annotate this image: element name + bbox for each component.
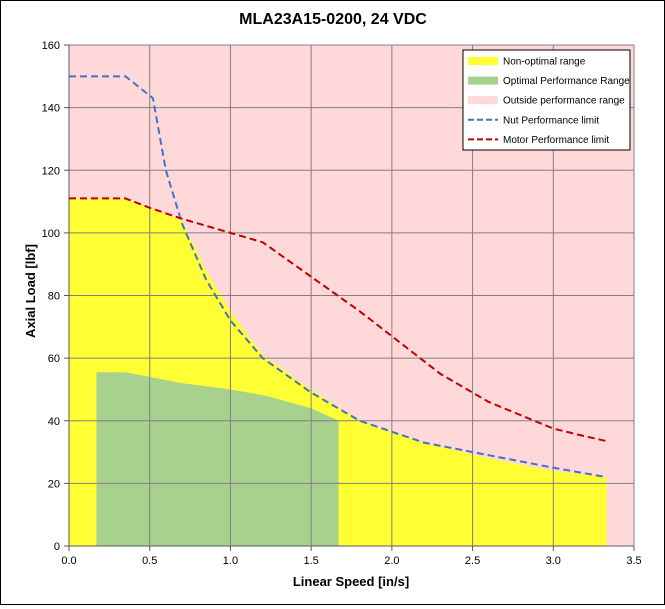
- x-tick-label: 1.5: [303, 555, 318, 567]
- y-tick-label: 120: [42, 165, 60, 177]
- x-axis-label: Linear Speed [in/s]: [293, 574, 409, 589]
- legend: Non-optimal range Optimal Performance Ran…: [462, 49, 631, 151]
- x-tick-label: 1.0: [223, 555, 238, 567]
- x-tick-label: 0.0: [61, 555, 76, 567]
- y-tick-label: 60: [48, 353, 60, 365]
- line-series-3: [69, 75, 607, 479]
- x-tick-label: 0.5: [142, 555, 157, 567]
- legend-swatch: [468, 96, 498, 105]
- x-tick-label: 3.5: [626, 555, 641, 567]
- legend-label: Optimal Performance Range: [503, 76, 630, 87]
- y-tick-label: 160: [42, 40, 60, 52]
- x-tick-label: 2.5: [465, 555, 480, 567]
- y-tick-label: 140: [42, 103, 60, 115]
- legend-label: Nut Performance limit: [503, 115, 599, 126]
- chart-title: MLA23A15-0200, 24 VDC: [239, 11, 427, 28]
- y-tick-label: 0: [54, 541, 60, 553]
- y-tick-label: 100: [42, 228, 60, 240]
- x-tick-label: 3.0: [546, 555, 561, 567]
- legend-label: Non-optimal range: [503, 57, 586, 68]
- area-series-1: [96, 372, 339, 546]
- y-axis-label: Axial Load [lbf]: [23, 244, 38, 338]
- legend-label: Motor Performance limit: [503, 135, 609, 146]
- y-tick-label: 80: [48, 291, 60, 303]
- legend-label: Outside performance range: [503, 96, 625, 107]
- x-tick-label: 2.0: [384, 555, 399, 567]
- legend-swatch: [468, 76, 498, 85]
- line-series-4: [69, 197, 607, 443]
- y-tick-label: 40: [48, 416, 60, 428]
- legend-swatch: [468, 57, 498, 65]
- y-tick-label: 20: [48, 478, 60, 490]
